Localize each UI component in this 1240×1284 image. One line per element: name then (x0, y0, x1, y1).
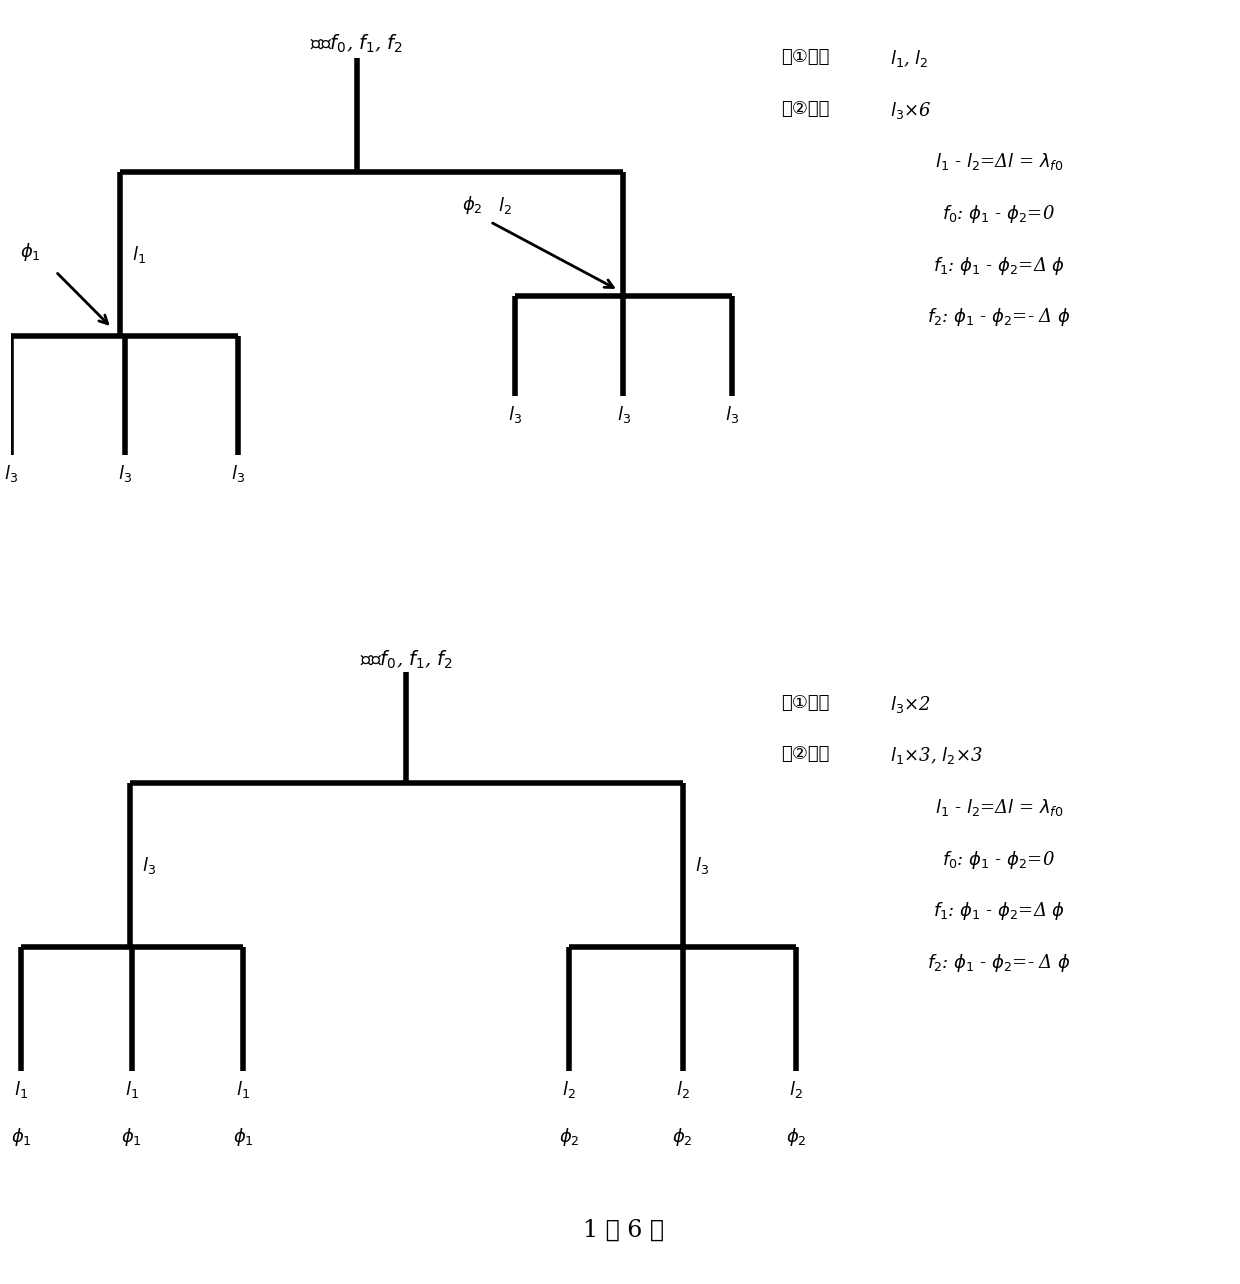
Text: $f_2$: $\phi_1$ - $\phi_2$=- Δ $\phi$: $f_2$: $\phi_1$ - $\phi_2$=- Δ $\phi$ (926, 306, 1070, 329)
Text: $f_2$: $\phi_1$ - $\phi_2$=- Δ $\phi$: $f_2$: $\phi_1$ - $\phi_2$=- Δ $\phi$ (926, 951, 1070, 975)
Text: $l_2$: $l_2$ (562, 1079, 577, 1100)
Text: $l_3$×2: $l_3$×2 (890, 693, 931, 715)
Text: $l_1$ - $l_2$=Δ$l$ = $\lambda_{f0}$: $l_1$ - $l_2$=Δ$l$ = $\lambda_{f0}$ (935, 152, 1063, 172)
Text: $l_3$: $l_3$ (616, 403, 630, 425)
Text: $l_3$: $l_3$ (232, 464, 246, 484)
Text: 第②级：: 第②级： (781, 745, 830, 763)
Text: 第①级：: 第①级： (781, 693, 830, 711)
Text: $l_2$: $l_2$ (790, 1079, 804, 1100)
Text: $l_3$: $l_3$ (141, 855, 155, 876)
Text: $\phi_2$: $\phi_2$ (461, 194, 482, 216)
Text: $l_3$: $l_3$ (725, 403, 739, 425)
Text: $l_3$: $l_3$ (694, 855, 708, 876)
Text: $l_1$: $l_1$ (14, 1079, 29, 1100)
Text: $f_0$: $\phi_1$ - $\phi_2$=0: $f_0$: $\phi_1$ - $\phi_2$=0 (942, 849, 1055, 871)
Text: $l_1$: $l_1$ (237, 1079, 250, 1100)
Text: 第①级：: 第①级： (781, 48, 830, 65)
Text: $\phi_2$: $\phi_2$ (559, 1126, 579, 1148)
Text: $l_1$, $l_2$: $l_1$, $l_2$ (890, 48, 929, 69)
Text: $l_2$: $l_2$ (498, 195, 512, 216)
Text: $l_1$×3, $l_2$×3: $l_1$×3, $l_2$×3 (890, 745, 983, 767)
Text: $\phi_2$: $\phi_2$ (786, 1126, 807, 1148)
Text: $l_2$: $l_2$ (676, 1079, 689, 1100)
Text: 第②级：: 第②级： (781, 100, 830, 118)
Text: 输入$f_0$, $f_1$, $f_2$: 输入$f_0$, $f_1$, $f_2$ (360, 648, 453, 672)
Text: $f_1$: $\phi_1$ - $\phi_2$=Δ $\phi$: $f_1$: $\phi_1$ - $\phi_2$=Δ $\phi$ (932, 254, 1065, 276)
Text: $l_1$: $l_1$ (125, 1079, 139, 1100)
Text: 1 分 6 路: 1 分 6 路 (583, 1219, 663, 1242)
Text: $l_1$: $l_1$ (131, 244, 145, 265)
Text: $l_1$ - $l_2$=Δ$l$ = $\lambda_{f0}$: $l_1$ - $l_2$=Δ$l$ = $\lambda_{f0}$ (935, 797, 1063, 818)
Text: 输入$f_0$, $f_1$, $f_2$: 输入$f_0$, $f_1$, $f_2$ (310, 33, 403, 55)
Text: $l_3$: $l_3$ (508, 403, 522, 425)
Text: $l_3$: $l_3$ (118, 464, 131, 484)
Text: $\phi_1$: $\phi_1$ (122, 1126, 143, 1148)
Text: $f_1$: $\phi_1$ - $\phi_2$=Δ $\phi$: $f_1$: $\phi_1$ - $\phi_2$=Δ $\phi$ (932, 900, 1065, 922)
Text: $f_0$: $\phi_1$ - $\phi_2$=0: $f_0$: $\phi_1$ - $\phi_2$=0 (942, 203, 1055, 225)
Text: $\phi_2$: $\phi_2$ (672, 1126, 693, 1148)
Text: $l_3$: $l_3$ (4, 464, 19, 484)
Text: $\phi_1$: $\phi_1$ (11, 1126, 31, 1148)
Text: $\phi_1$: $\phi_1$ (20, 241, 41, 263)
Text: $l_3$×6: $l_3$×6 (890, 100, 931, 121)
Text: $\phi_1$: $\phi_1$ (233, 1126, 254, 1148)
